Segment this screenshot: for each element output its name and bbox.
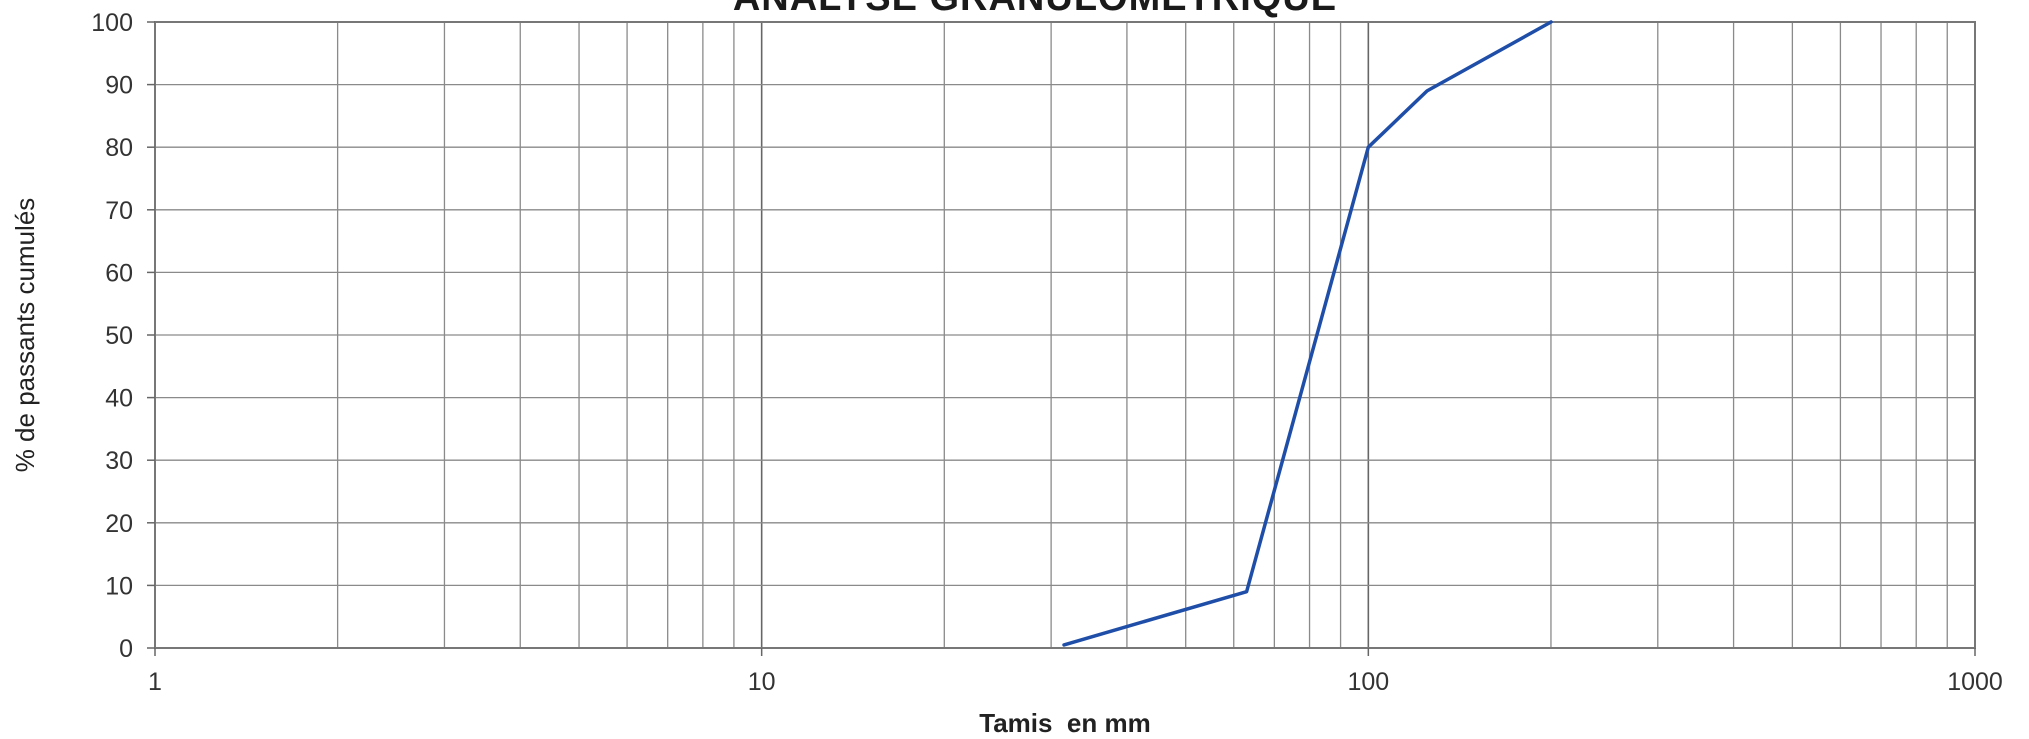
y-axis-title: % de passants cumulés bbox=[10, 198, 40, 473]
y-tick-label: 30 bbox=[105, 447, 133, 475]
y-tick-label: 100 bbox=[91, 9, 133, 37]
y-tick-labels: 0 10 20 30 40 50 60 70 80 90 100 bbox=[91, 9, 155, 663]
y-tick-label: 20 bbox=[105, 510, 133, 538]
x-tick-label: 100 bbox=[1347, 668, 1389, 696]
x-tick-label: 10 bbox=[748, 668, 776, 696]
y-tick-label: 50 bbox=[105, 322, 133, 350]
y-tick-label: 40 bbox=[105, 385, 133, 413]
y-tick-label: 80 bbox=[105, 134, 133, 162]
y-tick-label: 60 bbox=[105, 259, 133, 287]
grid bbox=[155, 22, 1975, 648]
y-tick-label: 0 bbox=[119, 635, 133, 663]
x-tick-label: 1000 bbox=[1947, 668, 2003, 696]
x-tick-label: 1 bbox=[148, 668, 162, 696]
chart-title: ANALYSE GRANULOMETRIQUE bbox=[733, 0, 1337, 19]
y-tick-label: 70 bbox=[105, 197, 133, 225]
x-tick-labels: 1 10 100 1000 bbox=[148, 648, 2003, 696]
series-lines bbox=[1062, 20, 1553, 647]
series-line bbox=[1062, 20, 1553, 647]
x-axis-title: Tamis en mm bbox=[979, 708, 1150, 738]
y-tick-label: 90 bbox=[105, 72, 133, 100]
y-tick-label: 10 bbox=[105, 572, 133, 600]
